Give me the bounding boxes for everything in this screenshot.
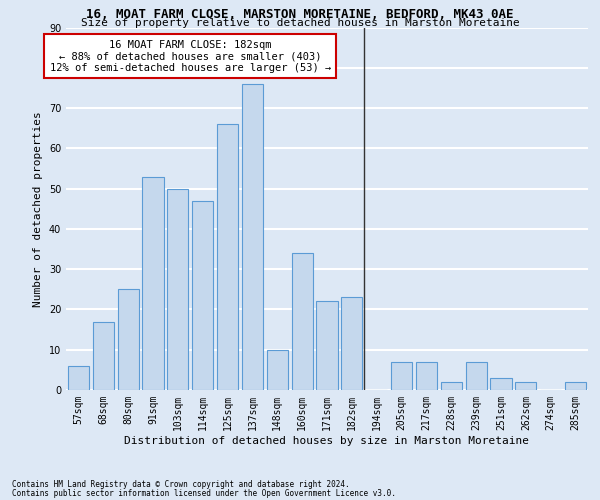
Bar [167, 188, 188, 390]
Bar [466, 362, 487, 390]
Bar [416, 362, 437, 390]
Bar [142, 176, 164, 390]
Bar [242, 84, 263, 390]
Bar [118, 290, 139, 390]
Bar [192, 200, 213, 390]
Bar [441, 382, 462, 390]
Bar [217, 124, 238, 390]
Bar [267, 350, 288, 390]
Bar [490, 378, 512, 390]
Bar [391, 362, 412, 390]
Bar [316, 302, 338, 390]
Text: Size of property relative to detached houses in Marston Moretaine: Size of property relative to detached ho… [80, 18, 520, 28]
Y-axis label: Number of detached properties: Number of detached properties [33, 111, 43, 306]
Bar [68, 366, 89, 390]
Text: Contains HM Land Registry data © Crown copyright and database right 2024.: Contains HM Land Registry data © Crown c… [12, 480, 350, 489]
Bar [292, 253, 313, 390]
Bar [341, 298, 362, 390]
Text: Contains public sector information licensed under the Open Government Licence v3: Contains public sector information licen… [12, 488, 396, 498]
Bar [565, 382, 586, 390]
Bar [93, 322, 114, 390]
Bar [515, 382, 536, 390]
Text: 16, MOAT FARM CLOSE, MARSTON MORETAINE, BEDFORD, MK43 0AE: 16, MOAT FARM CLOSE, MARSTON MORETAINE, … [86, 8, 514, 20]
X-axis label: Distribution of detached houses by size in Marston Moretaine: Distribution of detached houses by size … [125, 436, 530, 446]
Text: 16 MOAT FARM CLOSE: 182sqm
← 88% of detached houses are smaller (403)
12% of sem: 16 MOAT FARM CLOSE: 182sqm ← 88% of deta… [50, 40, 331, 73]
